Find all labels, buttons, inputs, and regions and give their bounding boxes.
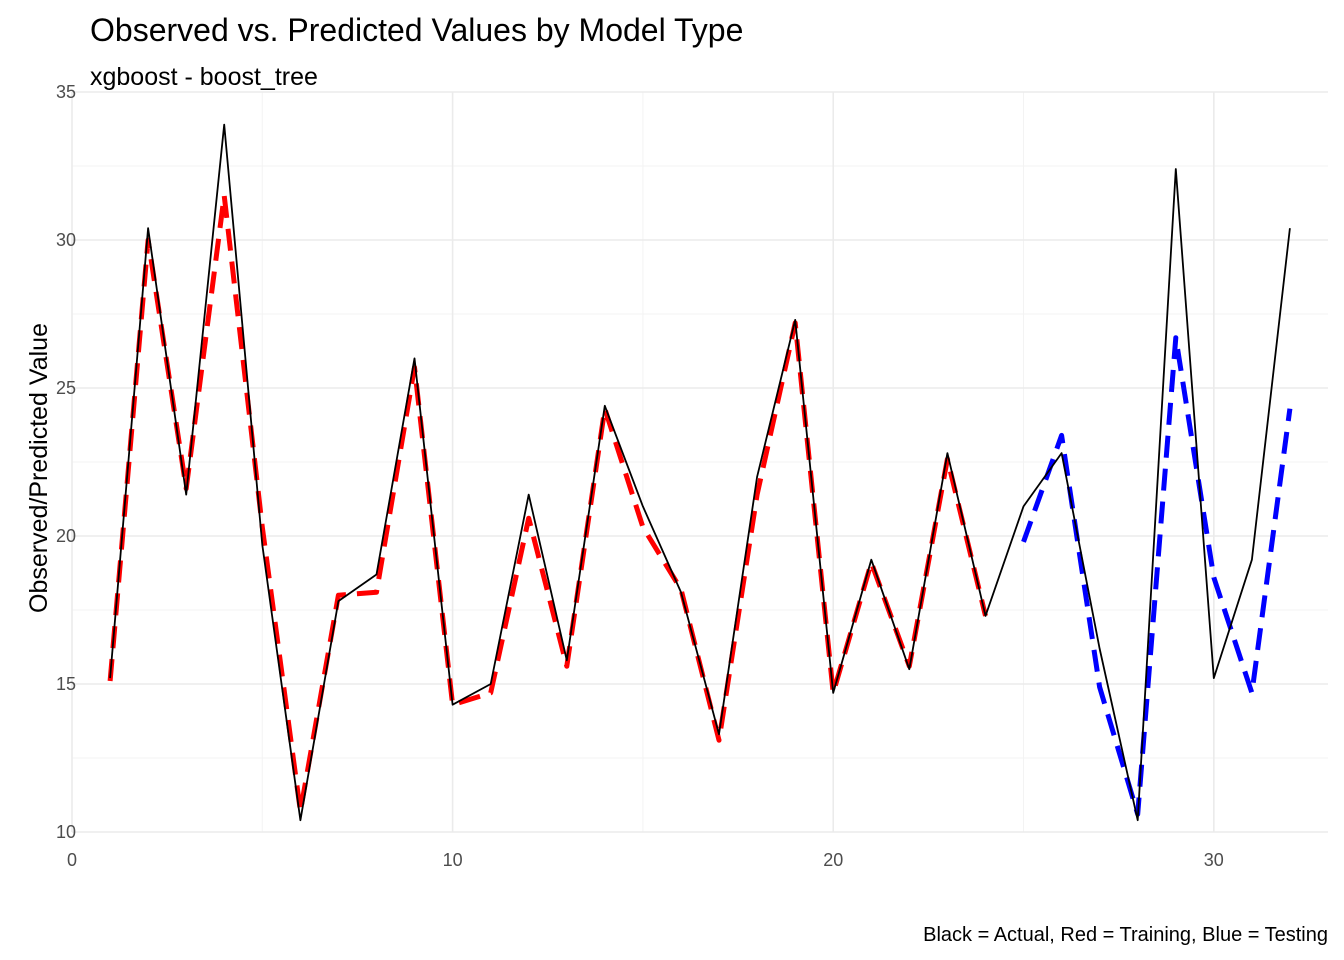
- chart-subtitle: xgboost - boost_tree: [90, 63, 318, 91]
- x-tick-label: 0: [67, 850, 77, 870]
- y-tick-label: 15: [56, 674, 76, 694]
- y-tick-label: 35: [56, 82, 76, 102]
- y-tick-label: 25: [56, 378, 76, 398]
- x-tick-label: 10: [443, 850, 463, 870]
- grid: [71, 91, 1328, 833]
- training-series-line: [107, 193, 988, 814]
- y-tick-label: 10: [56, 822, 76, 842]
- chart-title: Observed vs. Predicted Values by Model T…: [90, 12, 743, 48]
- y-axis-title: Observed/Predicted Value: [25, 323, 53, 613]
- chart-caption: Black = Actual, Red = Training, Blue = T…: [923, 924, 1328, 946]
- x-tick-label: 20: [823, 850, 843, 870]
- y-tick-label: 30: [56, 230, 76, 250]
- y-tick-label: 20: [56, 526, 76, 546]
- x-tick-label: 30: [1204, 850, 1224, 870]
- actual-series-line: [109, 123, 1291, 822]
- series-lines: [107, 123, 1293, 822]
- testing-series-line: [1021, 335, 1293, 817]
- tick-labels: 0 10 20 30 10 15 20 25 30 35: [56, 82, 1224, 870]
